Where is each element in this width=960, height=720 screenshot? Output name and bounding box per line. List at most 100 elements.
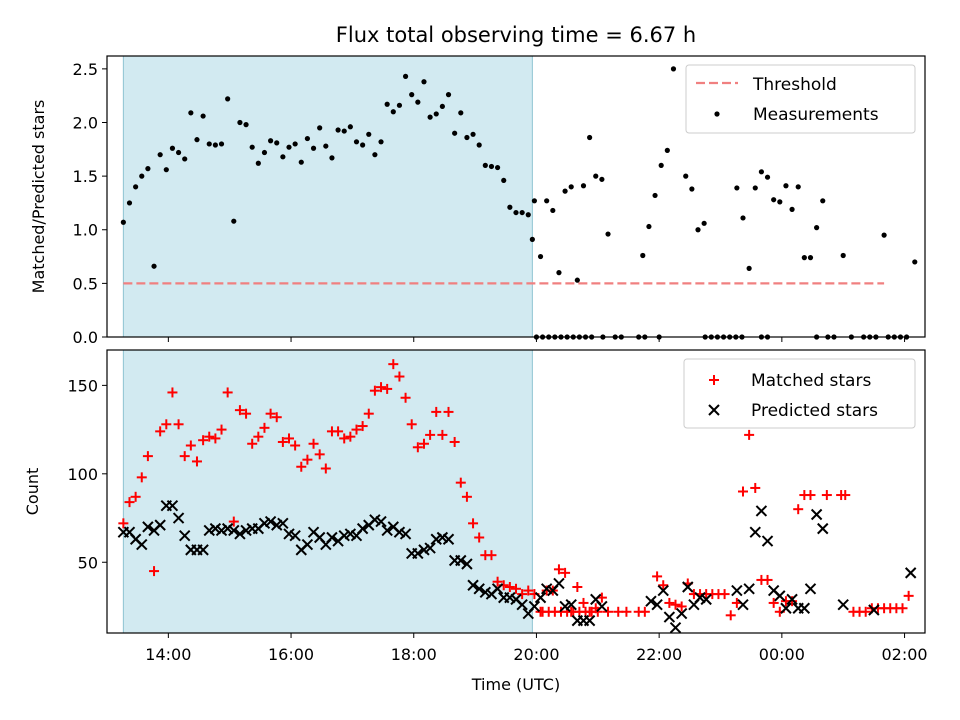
measurement-point (378, 139, 384, 145)
predicted-point (868, 604, 880, 616)
measurement-point (402, 73, 409, 79)
measurement-point (683, 173, 689, 179)
measurement-point (452, 130, 458, 136)
predicted-point (277, 517, 289, 530)
predicted-point (565, 598, 577, 611)
bottom-shaded-region (122, 349, 533, 634)
measurement-point (580, 183, 587, 189)
chart-title: Flux total observing time = 6.67 h (336, 23, 696, 47)
matched-point (118, 518, 129, 529)
top-y-tick-label: 1.5 (73, 167, 98, 186)
matched-point (222, 387, 233, 398)
predicted-point (136, 538, 148, 551)
bottom-x-tick-label: 20:00 (513, 645, 559, 664)
matched-point (241, 408, 252, 419)
measurement-point (126, 200, 133, 206)
matched-point (492, 576, 503, 587)
matched-point (388, 359, 399, 370)
measurement-point (494, 164, 501, 171)
bottom-x-tick-label: 22:00 (636, 645, 682, 664)
matched-point (652, 571, 663, 582)
matched-point (308, 438, 319, 449)
predicted-point (583, 614, 596, 627)
measurement-point (544, 198, 550, 204)
matched-point (259, 422, 270, 433)
matched-point (247, 438, 258, 449)
bottom-y-tick-label: 50 (78, 553, 98, 572)
matched-point (744, 429, 755, 440)
matched-point (124, 497, 135, 508)
measurement-point (323, 143, 329, 149)
matched-point (265, 408, 276, 419)
measurement-point (513, 209, 519, 216)
matched-point (155, 426, 166, 437)
matched-point (658, 580, 669, 591)
predicted-point (228, 524, 240, 537)
matched-point (357, 421, 368, 432)
measurement-point (640, 252, 646, 259)
matched-point (461, 491, 472, 502)
predicted-point (142, 521, 154, 533)
matched-point (136, 472, 147, 483)
measurement-point (243, 122, 249, 128)
matched-point (234, 405, 245, 416)
measurement-point (409, 92, 415, 98)
bottom-x-tick-label: 14:00 (145, 645, 191, 664)
measurement-point (249, 144, 255, 150)
matched-point (167, 387, 178, 398)
measurement-point (814, 225, 820, 231)
measurement-point (218, 141, 225, 147)
measurement-point (255, 160, 261, 166)
top-y-axis-label: Matched/Predicted stars (29, 100, 48, 294)
predicted-point (424, 542, 436, 554)
matched-point (860, 606, 871, 617)
measurement-point (777, 199, 783, 205)
measurement-point (231, 218, 237, 224)
measurement-point (366, 131, 372, 137)
top-y-tick-label: 1.0 (73, 221, 98, 240)
bottom-x-ticks: 14:00 16:00 18:00 20:00 22:00 00:00 02:00 (145, 633, 928, 664)
predicted-point (755, 505, 768, 517)
matched-point (394, 371, 405, 382)
measurement-point (182, 156, 188, 162)
legend-threshold-label: Threshold (752, 75, 837, 95)
bottom-x-tick-label: 16:00 (268, 645, 314, 664)
measurement-point (574, 277, 580, 283)
matched-point (676, 601, 687, 612)
matched-point (210, 433, 221, 444)
matched-point (376, 382, 387, 393)
predicted-point (461, 558, 473, 570)
top-y-tick-label: 2.5 (73, 60, 98, 79)
matched-point (314, 449, 325, 460)
measurement-point (519, 209, 525, 216)
measurement-point (771, 197, 777, 203)
bottom-y-tick-label: 150 (67, 376, 98, 395)
predicted-point (442, 533, 455, 545)
matched-point (903, 590, 914, 601)
matched-point (670, 599, 681, 610)
measurement-point (550, 207, 556, 214)
bottom-plot-area (117, 359, 917, 634)
measurement-point (820, 198, 826, 204)
predicted-point (749, 526, 761, 538)
matched-point (504, 582, 515, 593)
matched-point (578, 597, 589, 608)
matched-point (284, 433, 295, 444)
matched-point (762, 574, 773, 585)
bottom-x-axis-label: Time (UTC) (471, 675, 560, 694)
matched-point (333, 426, 344, 437)
matched-point (179, 451, 190, 462)
matched-point (431, 406, 442, 417)
matched-point (621, 606, 632, 617)
predicted-point (743, 583, 755, 595)
measurement-point (529, 236, 535, 243)
measurement-point (353, 139, 360, 145)
matched-point (725, 610, 736, 621)
predicted-point (399, 528, 412, 540)
predicted-point (166, 499, 179, 512)
matched-point (345, 431, 356, 442)
measurement-point (695, 227, 701, 233)
top-axes-frame (106, 55, 926, 338)
matched-point (664, 597, 675, 608)
measurement-point (734, 185, 740, 191)
